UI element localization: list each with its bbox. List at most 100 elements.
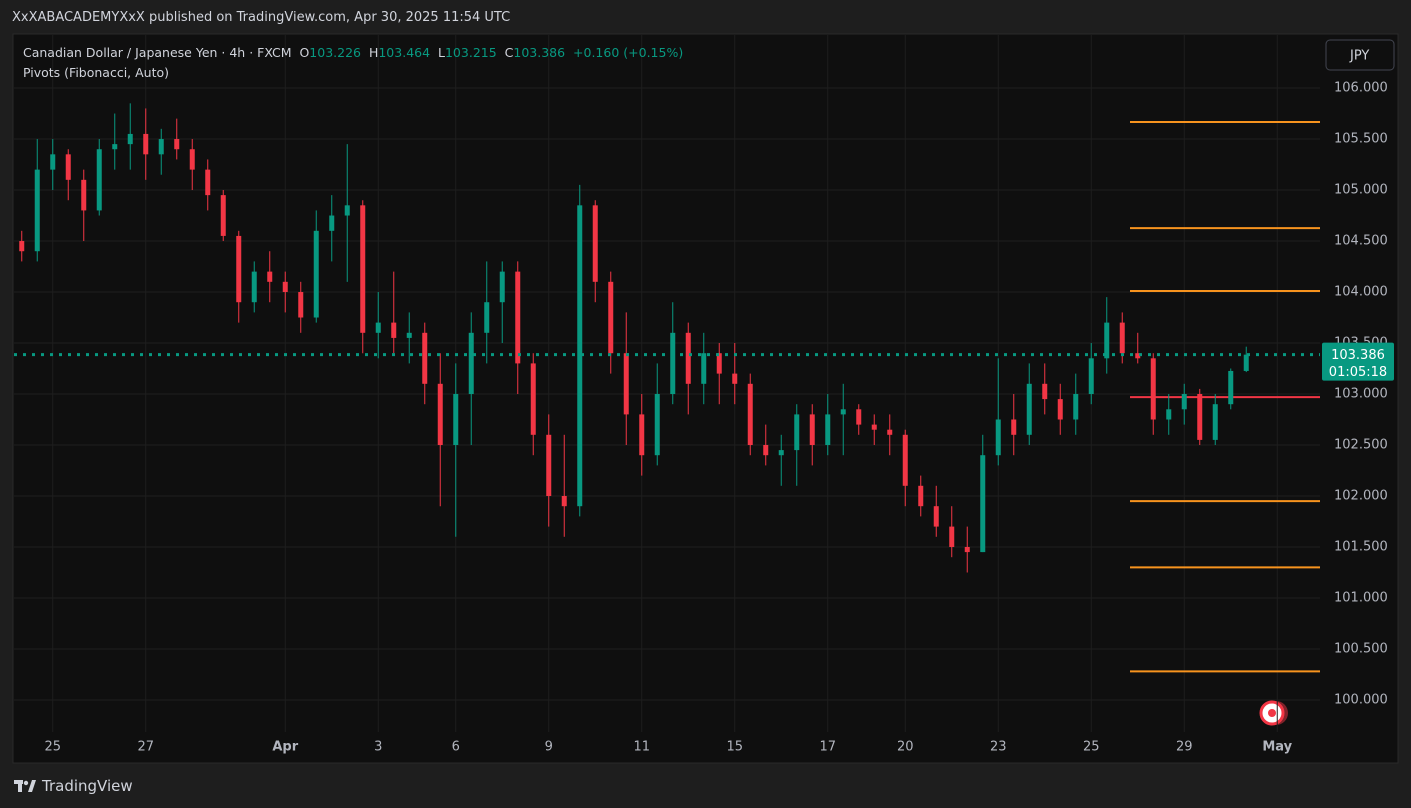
- y-tick-label: 101.500: [1334, 539, 1388, 554]
- ohlc-tag: H: [368, 45, 379, 60]
- candle-body: [437, 383, 443, 445]
- candle-body: [1135, 353, 1141, 359]
- candle-body: [871, 424, 877, 430]
- candle-body: [546, 434, 552, 496]
- candle-body: [949, 526, 955, 547]
- candle-body: [329, 215, 335, 231]
- ohlc-tag: O: [299, 45, 310, 60]
- change: +0.160 (+0.15%): [573, 45, 684, 60]
- candle-body: [484, 302, 490, 333]
- candle-body: [391, 322, 397, 338]
- candle-body: [1042, 383, 1048, 400]
- candle-body: [220, 195, 226, 236]
- candle-body: [794, 414, 800, 451]
- candle-body: [19, 241, 25, 252]
- candle-body: [236, 235, 242, 303]
- candle-body: [1150, 358, 1156, 420]
- symbol-title: Canadian Dollar / Japanese Yen · 4h · FX…: [23, 45, 292, 60]
- y-tick-label: 105.500: [1334, 132, 1388, 147]
- candle-body: [1104, 322, 1110, 359]
- candle-body: [623, 353, 629, 415]
- last-price-box: [1322, 342, 1394, 381]
- candle-body: [143, 133, 149, 155]
- indicator-name: Pivots (Fibonacci, Auto): [23, 65, 170, 80]
- x-tick-label: 29: [1176, 740, 1193, 755]
- candle-body: [267, 271, 273, 282]
- candle-body: [313, 230, 319, 318]
- x-tick-label: May: [1262, 740, 1292, 755]
- ohlc-value: 103.226: [309, 45, 361, 60]
- candle-body: [1181, 394, 1187, 410]
- candle-body: [980, 455, 986, 553]
- candle-body: [158, 139, 164, 155]
- candle-body: [716, 353, 722, 374]
- y-tick-label: 106.000: [1334, 81, 1388, 96]
- candle-body: [344, 205, 350, 216]
- candle-body: [50, 154, 56, 170]
- candle-body: [1212, 404, 1218, 440]
- candle-body: [639, 414, 645, 456]
- x-tick-label: 20: [897, 740, 914, 755]
- x-tick-label: 6: [452, 740, 460, 755]
- candle-body: [1166, 409, 1172, 420]
- candle-body: [856, 409, 862, 425]
- candle-body: [1228, 370, 1234, 405]
- candle-body: [468, 332, 474, 395]
- candle-body: [1026, 383, 1032, 435]
- candle-body: [499, 271, 505, 303]
- y-tick-label: 101.000: [1334, 590, 1388, 605]
- candle-body: [360, 205, 366, 333]
- candle-body: [298, 292, 304, 318]
- candle-body: [887, 429, 893, 435]
- candle-body: [112, 144, 118, 150]
- x-tick-label: 11: [633, 740, 650, 755]
- candle-body: [453, 394, 459, 445]
- y-tick-label: 102.500: [1334, 438, 1388, 453]
- candle-body: [561, 495, 567, 507]
- ohlc-value: 103.386: [513, 45, 566, 60]
- chart-pane: [12, 33, 1399, 764]
- brand: TradingView: [42, 777, 133, 795]
- candle-body: [422, 332, 428, 384]
- x-tick-label: 3: [374, 740, 382, 755]
- candle-body: [34, 169, 40, 252]
- candle-body: [1243, 354, 1249, 371]
- last-price-label: 103.386: [1331, 348, 1385, 363]
- candle-body: [1119, 322, 1125, 354]
- candle-body: [174, 139, 180, 150]
- candle-body: [96, 149, 102, 211]
- candle-body: [1073, 394, 1079, 420]
- candle-body: [685, 332, 691, 384]
- candle-body: [205, 169, 211, 196]
- y-tick-label: 100.500: [1334, 641, 1388, 656]
- x-tick-label: 23: [990, 740, 1007, 755]
- candle-body: [282, 281, 288, 293]
- candle-body: [701, 353, 707, 384]
- candle-body: [809, 414, 815, 445]
- candle-body: [964, 546, 970, 553]
- ohlc-tag: L: [438, 45, 445, 60]
- x-tick-label: 25: [1083, 740, 1100, 755]
- currency-button[interactable]: [1325, 39, 1395, 71]
- candle-body: [1088, 358, 1094, 395]
- x-tick-label: 9: [545, 740, 553, 755]
- y-tick-label: 102.000: [1334, 488, 1388, 503]
- candle-body: [778, 450, 784, 456]
- ohlc-value: 103.464: [378, 45, 431, 60]
- brand-icon: [14, 780, 36, 792]
- currency: JPY: [1349, 49, 1369, 64]
- candle-body: [933, 506, 939, 527]
- candle-body: [608, 281, 614, 354]
- candle-body: [530, 363, 536, 435]
- candle-body: [995, 419, 1001, 456]
- candle-body: [81, 179, 87, 211]
- candle-body: [592, 205, 598, 282]
- candle-body: [654, 394, 660, 456]
- publisher-line: XxXABACADEMYXxX published on TradingView…: [12, 10, 511, 25]
- ohlc-value: 103.215: [444, 45, 497, 60]
- y-tick-label: 104.000: [1334, 285, 1388, 300]
- legend-row: Canadian Dollar / Japanese Yen · 4h · FX…: [23, 45, 683, 60]
- x-tick-label: Apr: [272, 740, 298, 755]
- candle-body: [251, 271, 257, 303]
- candle-body: [1011, 419, 1017, 435]
